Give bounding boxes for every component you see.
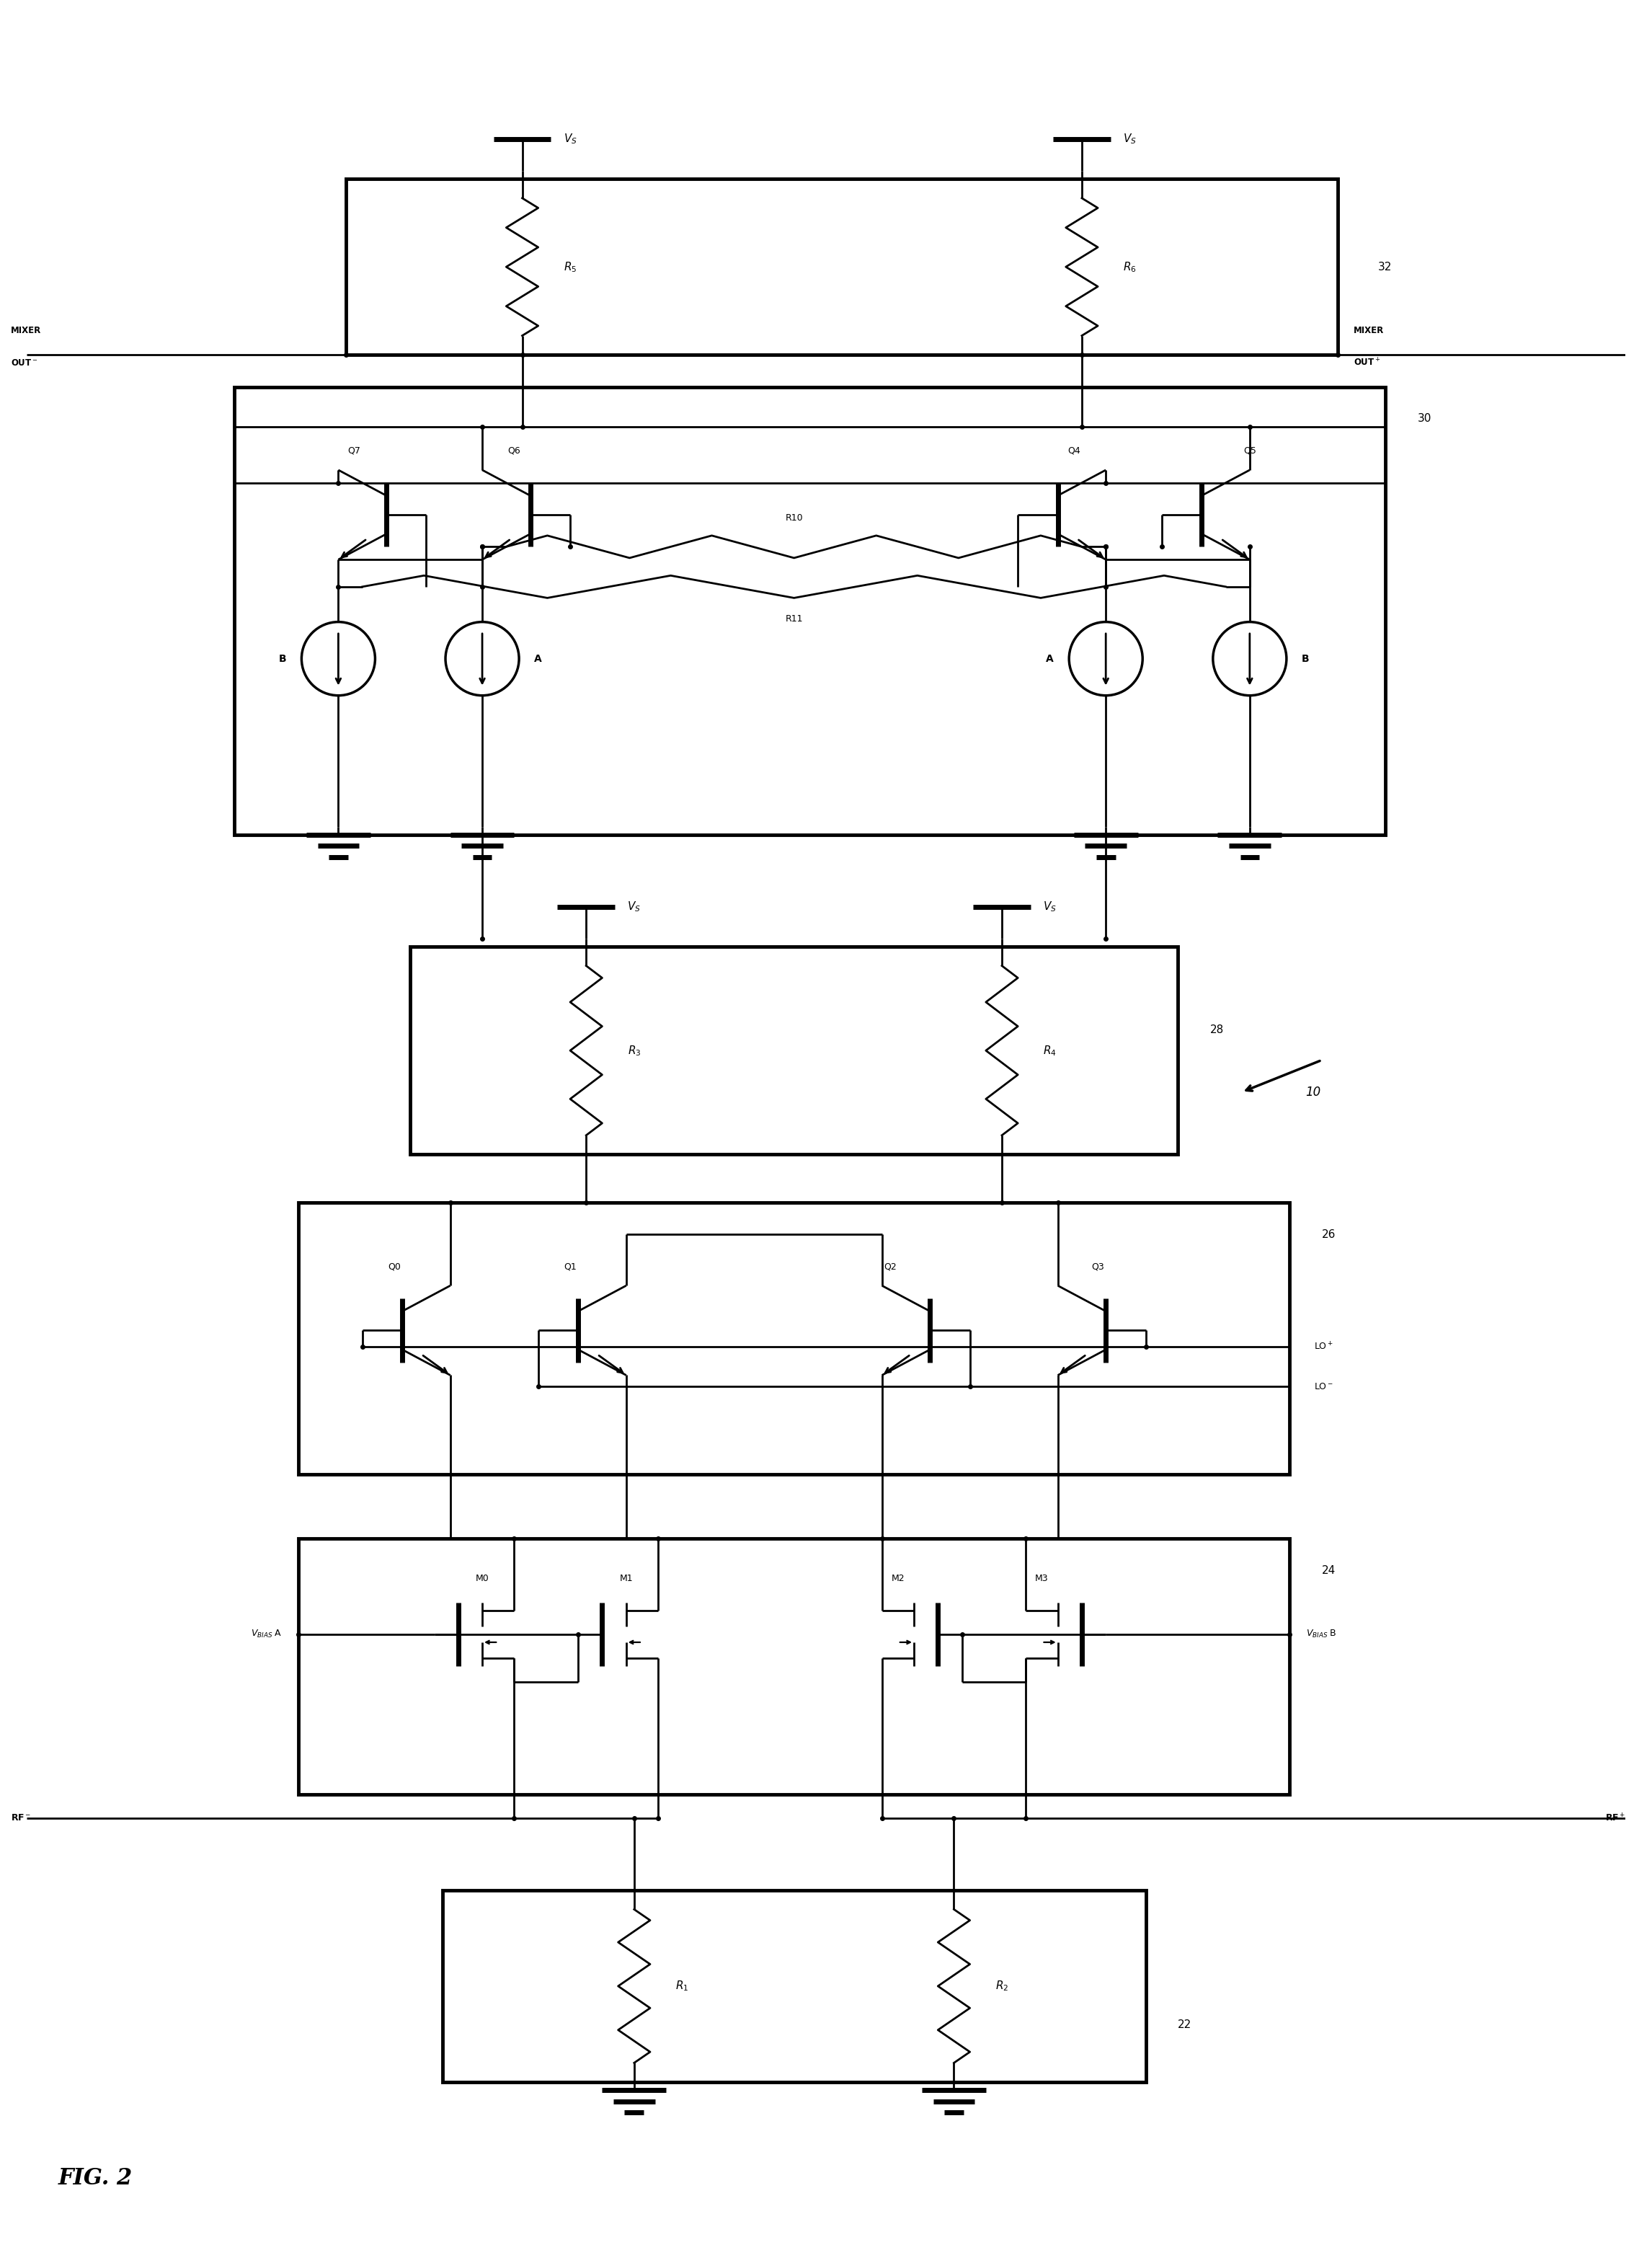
Text: Q1: Q1: [563, 1262, 577, 1271]
Text: LO$^-$: LO$^-$: [1313, 1381, 1333, 1392]
Bar: [299, 1538, 1290, 1794]
Text: Q7: Q7: [349, 447, 360, 456]
Text: 22: 22: [1178, 2018, 1191, 2029]
Text: $R_4$: $R_4$: [1042, 1044, 1057, 1057]
Text: 28: 28: [1209, 1024, 1224, 1035]
Text: A: A: [1046, 653, 1054, 665]
Text: 30: 30: [1417, 413, 1432, 424]
Text: M2: M2: [890, 1574, 905, 1583]
Text: Q2: Q2: [884, 1262, 897, 1271]
Text: $V_S$: $V_S$: [1123, 132, 1137, 146]
Text: FIG. 2: FIG. 2: [58, 2166, 132, 2189]
Text: 24: 24: [1322, 1565, 1335, 1576]
Text: Q0: Q0: [388, 1262, 401, 1271]
Text: $V_S$: $V_S$: [1042, 900, 1057, 914]
Text: R11: R11: [785, 615, 803, 624]
Text: B: B: [279, 653, 286, 665]
Text: 32: 32: [1378, 260, 1391, 272]
Text: $R_2$: $R_2$: [995, 1980, 1008, 1994]
Text: R10: R10: [785, 514, 803, 523]
Text: RF$^-$: RF$^-$: [10, 1814, 31, 1823]
Text: $R_5$: $R_5$: [563, 260, 577, 274]
Text: Q4: Q4: [1067, 447, 1080, 456]
Text: 10: 10: [1305, 1087, 1322, 1098]
Bar: [299, 1203, 1290, 1475]
Text: $V_{BIAS}$ A: $V_{BIAS}$ A: [251, 1630, 282, 1639]
Text: Q6: Q6: [507, 447, 520, 456]
Text: LO$^+$: LO$^+$: [1313, 1340, 1333, 1351]
Text: $R_6$: $R_6$: [1123, 260, 1137, 274]
Text: RF$^+$: RF$^+$: [1606, 1812, 1626, 1823]
Text: $V_S$: $V_S$: [563, 132, 577, 146]
Bar: [410, 947, 1178, 1154]
Text: $V_{BIAS}$ B: $V_{BIAS}$ B: [1305, 1630, 1336, 1639]
Text: M3: M3: [1036, 1574, 1049, 1583]
Text: Q5: Q5: [1244, 447, 1256, 456]
Text: Q3: Q3: [1092, 1262, 1104, 1271]
Text: B: B: [1302, 653, 1310, 665]
Text: $V_S$: $V_S$: [628, 900, 641, 914]
Text: M1: M1: [620, 1574, 633, 1583]
Text: OUT$^+$: OUT$^+$: [1353, 357, 1381, 368]
Text: 26: 26: [1322, 1228, 1335, 1239]
Bar: [347, 180, 1338, 355]
Text: M0: M0: [476, 1574, 489, 1583]
Text: $R_3$: $R_3$: [628, 1044, 641, 1057]
Text: MIXER: MIXER: [10, 326, 41, 335]
Bar: [443, 1890, 1146, 2081]
Bar: [235, 386, 1386, 835]
Text: A: A: [534, 653, 542, 665]
Text: MIXER: MIXER: [1353, 326, 1384, 335]
Text: $R_1$: $R_1$: [676, 1980, 689, 1994]
Text: OUT$^-$: OUT$^-$: [10, 359, 38, 368]
